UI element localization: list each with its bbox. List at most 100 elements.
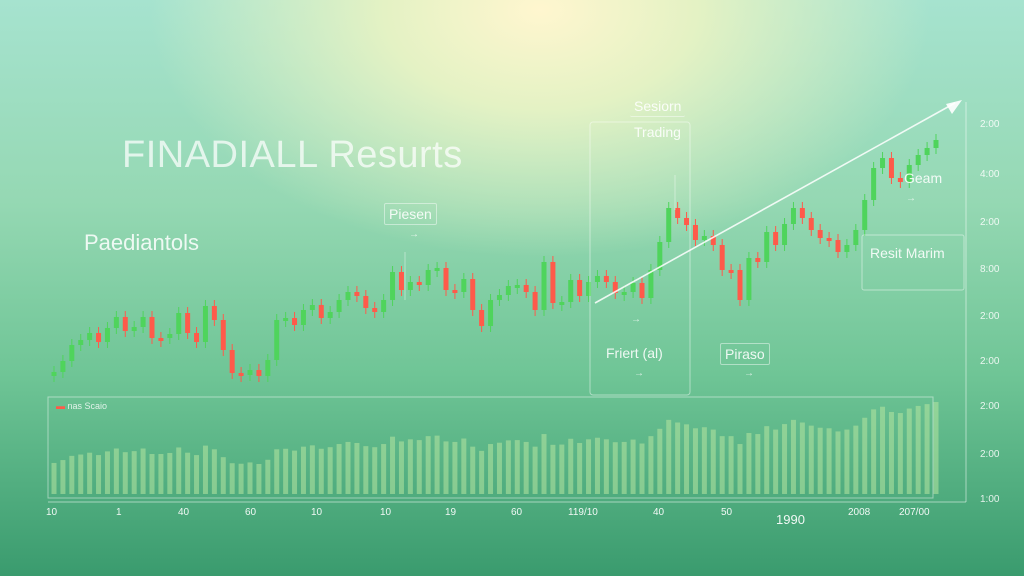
volume-bar [202, 445, 208, 494]
volume-label-text: nas Scaio [67, 401, 108, 411]
volume-bar [425, 436, 431, 494]
candle [710, 236, 716, 245]
volume-bar [853, 425, 859, 494]
volume-bar [87, 452, 93, 494]
candle [532, 292, 538, 310]
candle [256, 370, 262, 376]
volume-bar [185, 452, 191, 494]
volume-bar [416, 440, 422, 494]
volume-bar [149, 454, 155, 494]
volume-bar [327, 447, 333, 494]
x-tick: 60 [511, 507, 523, 518]
candle [692, 225, 698, 240]
candle [808, 218, 814, 230]
friert-arrow-icon: → [634, 368, 644, 379]
candle [345, 292, 351, 300]
x-tick: 2008 [848, 507, 871, 518]
candle [140, 317, 146, 327]
candle [719, 245, 725, 270]
volume-bar [390, 436, 396, 494]
candle [675, 208, 681, 218]
volume-bar [363, 446, 369, 494]
candle [354, 292, 360, 296]
volume-bar [568, 438, 574, 494]
x-tick: 207/00 [899, 507, 930, 518]
x-tick: 10 [311, 507, 323, 518]
x-tick: 40 [653, 507, 665, 518]
candle [657, 242, 663, 270]
y-tick: 8:00 [980, 264, 1000, 275]
volume-bar [60, 460, 66, 494]
candle [505, 286, 511, 295]
candle [906, 165, 912, 182]
candle [309, 305, 315, 310]
candle [826, 238, 832, 241]
candle [149, 317, 155, 338]
volume-bar [96, 455, 102, 494]
candle [755, 258, 761, 262]
annotation-friert: Friert (al) [606, 345, 663, 361]
volume-bar [603, 439, 609, 494]
gean-arrow-icon: → [906, 193, 916, 204]
volume-bar [817, 427, 823, 494]
volume-bar [78, 454, 84, 494]
x-tick: 60 [245, 507, 257, 518]
candle [523, 285, 529, 292]
volume-bar [220, 457, 226, 494]
result-box [861, 234, 965, 291]
candle [897, 178, 903, 182]
candle [318, 305, 324, 318]
volume-bar [666, 419, 672, 494]
volume-bar [684, 424, 690, 494]
volume-bar [550, 444, 556, 494]
candle [871, 168, 877, 200]
volume-bar [639, 443, 645, 494]
candle [559, 302, 565, 305]
candle [817, 230, 823, 238]
volume-bar [283, 448, 289, 494]
volume-bar [523, 441, 529, 494]
x-tick: 40 [178, 507, 190, 518]
candle [211, 306, 217, 320]
candle [737, 270, 743, 300]
volume-bar [692, 428, 698, 494]
candle [586, 282, 592, 296]
volume-bar [265, 459, 271, 494]
candle [443, 268, 449, 290]
volume-bar [888, 411, 894, 494]
candle [639, 283, 645, 298]
candle [488, 300, 494, 326]
candle [612, 282, 618, 293]
candle [550, 262, 556, 303]
volume-bar [906, 408, 912, 494]
volume-bar [229, 463, 235, 494]
volume-bar [657, 428, 663, 494]
volume-bar [719, 436, 725, 494]
candle [684, 218, 690, 225]
volume-label: ▬ nas Scaio [56, 401, 108, 411]
y-tick: 2:00 [980, 217, 1000, 228]
volume-bar [737, 444, 743, 494]
volume-bar [532, 446, 538, 494]
volume-bar [274, 449, 280, 494]
volume-bar [211, 449, 217, 494]
volume-bar [434, 435, 440, 494]
candle [452, 290, 458, 293]
volume-bar [318, 448, 324, 494]
candle [87, 333, 93, 340]
y-tick: 1:00 [980, 494, 1000, 505]
candle [274, 320, 280, 360]
candle [60, 361, 66, 372]
candle [541, 262, 547, 310]
candle [862, 200, 868, 230]
volume-bar [701, 427, 707, 494]
x-tick: 10 [46, 507, 58, 518]
volume-bar [710, 429, 716, 494]
candle [363, 296, 369, 308]
volume-bar [398, 441, 404, 494]
volume-bar [122, 452, 128, 494]
candle [835, 240, 841, 252]
volume-bar [354, 442, 360, 494]
volume-bar [488, 444, 494, 494]
candle [434, 268, 440, 271]
